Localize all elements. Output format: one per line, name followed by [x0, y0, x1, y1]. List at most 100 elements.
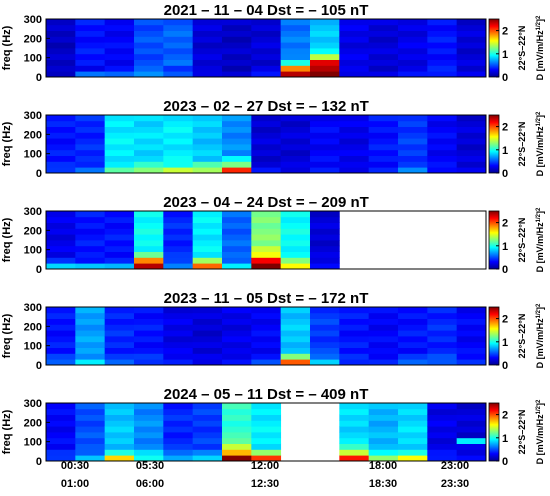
heatmap-cell	[222, 132, 252, 139]
heatmap-cell	[192, 53, 223, 60]
heatmap-cell	[280, 234, 311, 241]
heatmap-cell	[75, 240, 106, 247]
heatmap-cell	[339, 408, 370, 415]
heatmap-cell	[280, 42, 311, 49]
heatmap-cell	[310, 138, 340, 145]
heatmap-cell	[134, 449, 164, 456]
heatmap-cell	[368, 341, 399, 348]
heatmap-cell	[134, 216, 164, 223]
heatmap-cell	[251, 263, 282, 270]
heatmap-cell	[456, 449, 487, 456]
heatmap-cell	[75, 138, 106, 145]
heatmap-cell	[222, 167, 252, 174]
heatmap-cell	[398, 336, 428, 343]
heatmap-cell	[251, 53, 282, 60]
heatmap-cell	[339, 115, 370, 122]
heatmap-cell	[251, 443, 282, 450]
heatmap-cell	[280, 59, 311, 66]
heatmap-cell	[280, 19, 311, 26]
heatmap-cell	[280, 161, 311, 168]
plot-frame	[45, 306, 487, 366]
heatmap-cell	[134, 263, 164, 270]
heatmap-cell	[280, 155, 311, 162]
y-tick-label: 200	[24, 417, 42, 429]
heatmap-cell	[134, 420, 164, 427]
heatmap-cell	[104, 138, 135, 145]
heatmap-cell	[251, 455, 282, 462]
heatmap-cell	[251, 234, 282, 241]
heatmap-cell	[398, 449, 428, 456]
y-tick-label: 300	[24, 206, 42, 218]
heatmap-cell	[222, 53, 252, 60]
colorbar-label-units: D [mV/m/Hz1/2]2	[535, 399, 545, 464]
heatmap-cell	[104, 443, 135, 450]
heatmap-cell	[134, 161, 164, 168]
heatmap-cell	[310, 240, 340, 247]
heatmap-cell	[427, 353, 458, 360]
heatmap-cell	[46, 414, 76, 421]
heatmap-cell	[192, 307, 223, 314]
heatmap-cell	[456, 437, 487, 444]
heatmap-cell	[192, 126, 223, 133]
heatmap-cell	[427, 30, 458, 37]
heatmap-cell	[427, 414, 458, 421]
colorbar-tick-label: 1	[502, 145, 508, 157]
heatmap-cell	[398, 65, 428, 72]
heatmap-cell	[134, 138, 164, 145]
heatmap-cell	[280, 36, 311, 43]
heatmap-cell	[134, 336, 164, 343]
heatmap-cell	[222, 414, 252, 421]
heatmap-cell	[251, 222, 282, 229]
heatmap-cell	[251, 30, 282, 37]
heatmap-cell	[75, 408, 106, 415]
heatmap-cell	[104, 455, 135, 462]
heatmap-cell	[134, 432, 164, 439]
heatmap-cell	[104, 347, 135, 354]
heatmap-cell	[46, 53, 76, 60]
heatmap-cell	[456, 19, 487, 26]
heatmap-cell	[456, 115, 487, 122]
heatmap-cell	[163, 257, 194, 264]
heatmap-cell	[222, 347, 252, 354]
heatmap-cell	[163, 115, 194, 122]
heatmap-cell	[75, 216, 106, 223]
heatmap-cell	[163, 251, 194, 258]
heatmap-cell	[368, 132, 399, 139]
heatmap-cell	[134, 155, 164, 162]
heatmap-cell	[339, 161, 370, 168]
heatmap-cell	[192, 36, 223, 43]
heatmap-cell	[104, 336, 135, 343]
heatmap-cell	[163, 341, 194, 348]
heatmap-cell	[339, 42, 370, 49]
heatmap-cell	[46, 115, 76, 122]
heatmap-cell	[368, 455, 399, 462]
heatmap-cell	[310, 312, 340, 319]
heatmap-cell	[456, 330, 487, 337]
heatmap-cell	[398, 167, 428, 174]
heatmap-cell	[368, 120, 399, 127]
heatmap-cell	[192, 138, 223, 145]
heatmap-cell	[163, 48, 194, 55]
heatmap-cell	[398, 155, 428, 162]
heatmap-cell	[75, 36, 106, 43]
heatmap-cell	[280, 341, 311, 348]
heatmap-cell	[192, 263, 223, 270]
heatmap-cell	[251, 403, 282, 410]
heatmap-cell	[456, 408, 487, 415]
heatmap-cell	[222, 126, 252, 133]
heatmap-cell	[134, 115, 164, 122]
heatmap-cell	[163, 437, 194, 444]
x-tick-label: 05:30	[136, 460, 164, 472]
heatmap-cell	[75, 19, 106, 26]
heatmap-cell	[75, 353, 106, 360]
heatmap-cell	[368, 307, 399, 314]
plot-frame	[45, 210, 487, 270]
heatmap-cell	[456, 144, 487, 151]
heatmap-cell	[310, 30, 340, 37]
heatmap-cell	[222, 36, 252, 43]
y-axis-label: freq (Hz)	[1, 25, 13, 70]
heatmap-cell	[163, 408, 194, 415]
heatmap-cell	[456, 36, 487, 43]
heatmap-cell	[104, 341, 135, 348]
heatmap-cell	[456, 318, 487, 325]
